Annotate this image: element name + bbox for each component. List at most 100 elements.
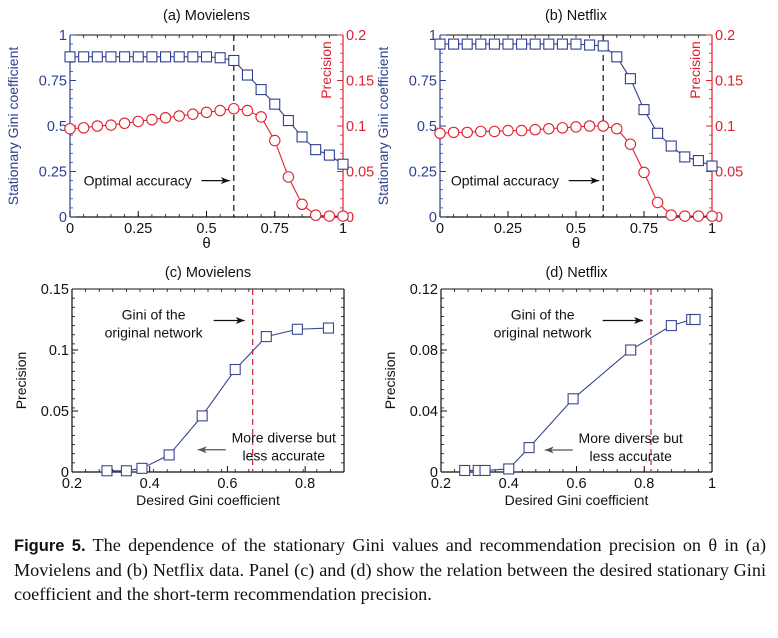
data-point-precision [570, 121, 582, 133]
data-point-gini [488, 38, 500, 50]
data-point-precision [77, 122, 90, 134]
data-point-precision [268, 134, 281, 147]
data-point-precision [187, 108, 199, 120]
x-tick-label: 0.25 [494, 221, 522, 237]
annotation-more-diverse-line: More diverse but [232, 430, 336, 446]
data-point-gini [282, 114, 294, 127]
x-axis-label: Desired Gini coefficient [136, 492, 280, 508]
data-point-precision [120, 465, 132, 477]
y-tick-label: 0.08 [410, 343, 438, 359]
data-point-gini [529, 38, 541, 50]
data-point-precision [556, 122, 569, 134]
annotation-optimal-accuracy: Optimal accuracy [84, 173, 192, 189]
data-point-precision [173, 110, 185, 122]
data-point-precision [665, 320, 677, 332]
y-tick-label: 1 [59, 28, 67, 44]
data-point-precision [479, 464, 491, 477]
data-point-precision [322, 322, 335, 334]
annotation-gini-original-line: original network [105, 325, 204, 341]
x-tick-label: 0 [436, 221, 444, 237]
y2-tick-label: 0 [715, 210, 723, 226]
data-point-precision [105, 119, 117, 131]
data-point-precision [503, 463, 515, 475]
y-tick-label: 0.12 [410, 282, 438, 298]
panel-c-movielens-gini: (c) Movielens 0.2 0.4 0.6 0.8 0 0.05 0.1 0.15 Des… [13, 265, 345, 508]
data-point-gini [173, 51, 185, 63]
data-point-precision [523, 442, 535, 454]
data-point-precision [118, 117, 131, 130]
x-tick-label: 0.2 [62, 476, 82, 492]
x-tick-label: 0.5 [566, 221, 586, 237]
annotation-gini-original-line: Gini of the [511, 307, 575, 323]
y-tick-label: 0 [61, 465, 69, 481]
data-point-precision [228, 102, 240, 115]
x-tick-label: 0.6 [217, 476, 237, 492]
data-point-precision [689, 313, 701, 326]
data-point-precision [706, 210, 718, 222]
annotation-arrow-head [590, 177, 600, 185]
data-point-gini [584, 39, 596, 51]
annotation-arrow-head [220, 177, 230, 185]
data-point-gini [146, 51, 158, 63]
y2-tick-label: 0.1 [715, 119, 735, 135]
data-point-gini [64, 51, 76, 63]
data-point-precision [459, 464, 471, 477]
data-point-precision [665, 209, 677, 221]
y-tick-label: 0 [59, 210, 67, 226]
y-tick-label: 1 [429, 28, 437, 44]
x-axis-label: θ [202, 235, 210, 252]
y2-axis-label: Precision [318, 41, 334, 99]
y-tick-label: 0 [429, 210, 437, 226]
caption-text: The dependence of the stationary Gini va… [14, 535, 767, 604]
x-tick-label: 0 [66, 221, 74, 237]
y2-tick-label: 0 [346, 210, 354, 226]
data-point-gini [611, 51, 623, 63]
x-tick-label: 0.75 [261, 221, 289, 237]
panel-title: (c) Movielens [165, 265, 251, 281]
x-axis-label: Desired Gini coefficient [505, 492, 649, 508]
data-point-gini [296, 131, 308, 143]
data-point-precision [64, 122, 76, 135]
data-point-gini [91, 51, 103, 63]
data-point-precision [229, 363, 241, 376]
data-point-precision [624, 138, 637, 150]
y2-tick-label: 0.2 [346, 28, 366, 44]
x-tick-label: 1 [708, 221, 716, 237]
data-point-gini [597, 40, 609, 52]
panel-title: (b) Netflix [545, 8, 608, 24]
y2-tick-label: 0.15 [346, 74, 374, 90]
y-tick-label: 0.75 [409, 74, 437, 90]
y-tick-label: 0.5 [47, 119, 67, 135]
data-point-gini [269, 98, 281, 110]
data-point-precision [502, 124, 514, 137]
data-point-gini [310, 144, 322, 156]
data-point-precision [434, 127, 446, 140]
annotation-gini-original-arrow-head [634, 317, 644, 324]
data-point-gini [475, 38, 487, 50]
y2-axis-label: Precision [687, 41, 703, 99]
data-point-gini [187, 51, 199, 63]
data-point-gini [706, 160, 718, 172]
data-point-gini [448, 38, 460, 50]
data-point-precision [323, 210, 336, 222]
data-point-gini [624, 73, 636, 85]
data-point-gini [214, 52, 226, 64]
panel-title: (d) Netflix [545, 265, 608, 281]
data-point-gini [502, 38, 514, 50]
panel-title: (a) Movielens [163, 8, 250, 24]
data-point-precision [91, 120, 104, 132]
data-point-precision [200, 106, 213, 119]
data-point-precision [132, 115, 145, 128]
data-point-gini [119, 51, 131, 63]
data-point-gini [228, 54, 240, 67]
x-tick-label: 0.5 [196, 221, 216, 237]
data-point-gini [78, 51, 90, 63]
data-point-gini [516, 38, 528, 50]
y-tick-label: 0.05 [41, 404, 69, 420]
data-point-precision [475, 125, 487, 138]
data-point-gini [337, 158, 349, 170]
data-point-gini [105, 51, 117, 63]
